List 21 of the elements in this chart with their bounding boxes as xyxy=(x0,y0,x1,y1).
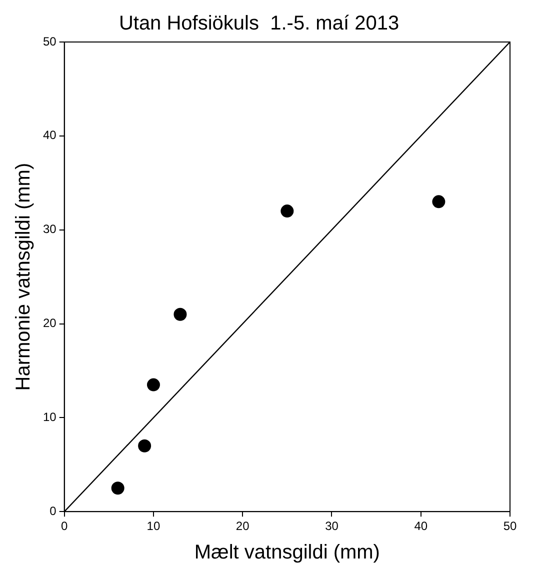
x-tick-label: 30 xyxy=(325,519,339,534)
point xyxy=(138,439,152,452)
point xyxy=(111,482,124,495)
y-tick-label: 20 xyxy=(42,316,57,330)
point xyxy=(432,195,446,208)
x-tick-label: 50 xyxy=(503,519,517,534)
x-axis-title: Mælt vatnsgildi (mm) xyxy=(194,542,380,564)
y-axis-title: Harmonie vatnsgildi (mm) xyxy=(12,162,35,391)
x-tick-label: 10 xyxy=(146,519,160,534)
chart-title: Utan Hofsiökuls 1.-5. maí 2013 xyxy=(118,12,400,35)
point xyxy=(146,378,160,392)
point xyxy=(174,308,187,321)
y-tick-label: 0 xyxy=(50,504,57,518)
y-tick-label: 10 xyxy=(42,410,57,424)
x-tick-label: 0 xyxy=(61,519,68,534)
point xyxy=(280,204,294,218)
y-tick-label: 50 xyxy=(42,34,57,48)
y-tick-label: 30 xyxy=(42,222,57,236)
x-tick-label: 40 xyxy=(414,519,428,534)
x-tick-label: 20 xyxy=(236,519,250,534)
y-tick-label: 40 xyxy=(42,128,57,142)
